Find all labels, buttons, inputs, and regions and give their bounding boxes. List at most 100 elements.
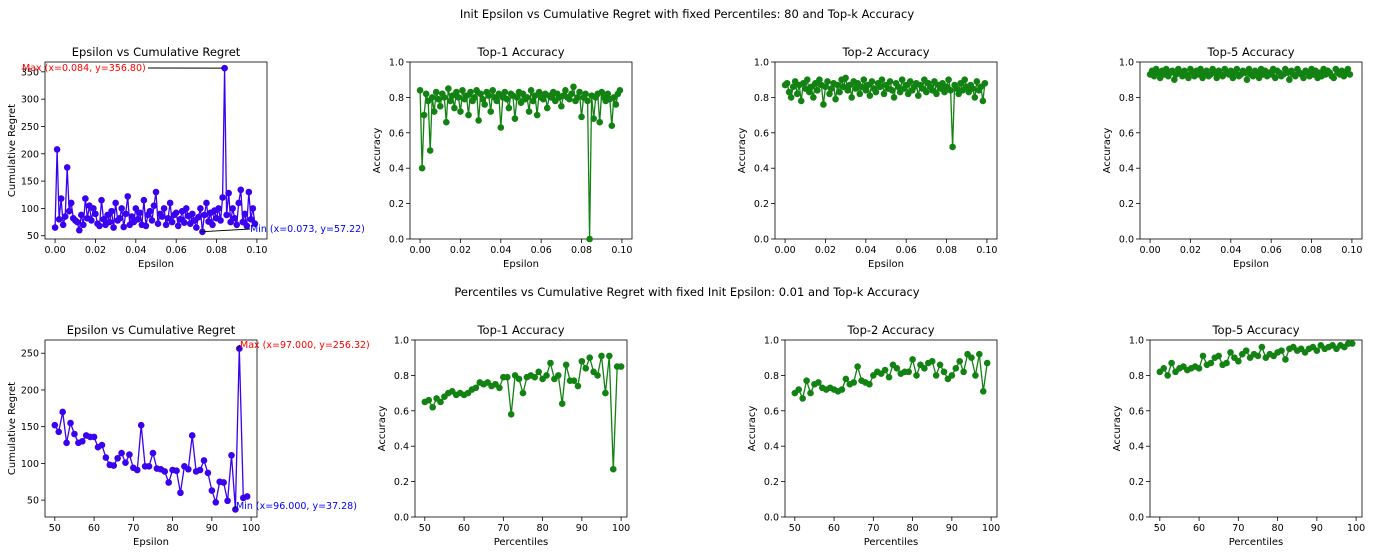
data-point xyxy=(53,146,61,153)
chart-title: Epsilon vs Cumulative Regret xyxy=(72,45,241,59)
data-point xyxy=(465,111,472,119)
data-point xyxy=(110,462,118,469)
data-point xyxy=(566,95,573,103)
data-point xyxy=(80,221,87,229)
data-point xyxy=(971,94,979,101)
data-point xyxy=(1235,357,1242,365)
plot-frame xyxy=(1149,339,1363,518)
x-tick-label: 0.02 xyxy=(1180,245,1201,256)
data-point xyxy=(981,79,989,87)
data-point xyxy=(425,396,433,404)
y-tick-label: 150 xyxy=(21,177,39,188)
data-point xyxy=(945,76,952,83)
data-point xyxy=(1330,74,1338,82)
data-point xyxy=(1278,347,1285,354)
x-tick-label: 70 xyxy=(127,523,139,534)
plot-frame xyxy=(414,339,628,518)
data-point xyxy=(418,164,426,172)
y-tick-label: 100 xyxy=(21,459,39,470)
data-point xyxy=(122,210,130,218)
y-tick-label: 1.0 xyxy=(389,58,404,69)
x-axis-label: Epsilon xyxy=(138,259,174,270)
data-point xyxy=(136,209,144,217)
data-point xyxy=(953,85,960,92)
data-point xyxy=(598,352,605,360)
data-point xyxy=(948,372,956,379)
data-point xyxy=(947,87,954,94)
y-tick-label: 0.0 xyxy=(1129,513,1144,524)
data-point xyxy=(158,213,166,220)
x-tick-label: 0.10 xyxy=(246,245,267,256)
data-point xyxy=(477,90,484,98)
data-point xyxy=(1282,356,1289,363)
data-point xyxy=(543,372,550,379)
data-point xyxy=(182,205,190,212)
data-point xyxy=(1227,349,1234,356)
data-point xyxy=(177,489,184,497)
data-point xyxy=(503,95,511,103)
data-point xyxy=(1185,74,1192,82)
x-tick-label: 0.04 xyxy=(855,245,876,256)
min-annotation: Min (x=0.073, y=57.22) xyxy=(250,224,365,235)
y-tick-label: 1.0 xyxy=(394,336,409,347)
data-point xyxy=(1215,352,1223,360)
data-point xyxy=(90,205,97,212)
data-point xyxy=(57,195,65,202)
data-point xyxy=(174,222,182,230)
data-point xyxy=(578,357,586,365)
y-tick-label: 300 xyxy=(21,95,39,106)
annotation-arrow xyxy=(236,344,241,349)
data-point xyxy=(554,372,562,379)
data-point xyxy=(511,115,519,122)
data-point xyxy=(979,97,987,105)
data-point xyxy=(201,211,208,219)
x-tick-label: 0.00 xyxy=(1140,245,1161,256)
data-point xyxy=(63,164,71,171)
y-tick-label: 0.6 xyxy=(394,406,409,417)
y-tick-label: 350 xyxy=(21,67,39,78)
y-tick-label: 50 xyxy=(27,231,39,242)
data-point xyxy=(497,124,505,131)
data-point xyxy=(513,94,521,101)
data-point xyxy=(455,94,462,101)
data-point xyxy=(172,209,180,217)
data-point xyxy=(881,366,889,374)
data-point xyxy=(979,388,987,395)
data-point xyxy=(217,217,224,224)
data-point xyxy=(215,205,222,212)
data-point xyxy=(496,384,503,392)
y-tick-label: 0.4 xyxy=(389,164,404,175)
chart-title: Top-2 Accuracy xyxy=(846,323,934,337)
data-point xyxy=(1233,65,1241,73)
data-point xyxy=(467,88,474,96)
data-point xyxy=(132,205,140,212)
data-point xyxy=(188,432,196,439)
series-line xyxy=(419,86,621,240)
data-point xyxy=(133,466,141,474)
data-point xyxy=(1199,74,1206,82)
x-tick-label: 0.04 xyxy=(1220,245,1241,256)
data-point xyxy=(221,64,228,72)
data-point xyxy=(913,372,920,379)
data-point xyxy=(55,216,63,223)
data-point xyxy=(596,118,604,126)
x-tick-label: 50 xyxy=(49,523,61,534)
data-point xyxy=(134,216,142,223)
data-point xyxy=(783,79,791,87)
data-point xyxy=(108,207,115,215)
data-point xyxy=(844,87,851,94)
data-point xyxy=(609,465,617,473)
data-point xyxy=(529,97,537,105)
y-tick-label: 150 xyxy=(21,422,39,433)
x-tick-label: 0.04 xyxy=(125,245,146,256)
chart-r2c2: Top-1 Accuracy 50 60 70 80 90 100 0.0 0.2 0.4 0.6 0… xyxy=(377,323,630,548)
data-point xyxy=(797,97,805,105)
data-point xyxy=(960,368,967,376)
data-point xyxy=(208,487,216,494)
data-point xyxy=(501,88,509,96)
chart-title: Top-5 Accuracy xyxy=(1211,323,1299,337)
data-point xyxy=(1160,365,1168,372)
data-point xyxy=(200,457,208,464)
chart-title: Top-1 Accuracy xyxy=(476,45,564,59)
data-point xyxy=(594,372,601,379)
